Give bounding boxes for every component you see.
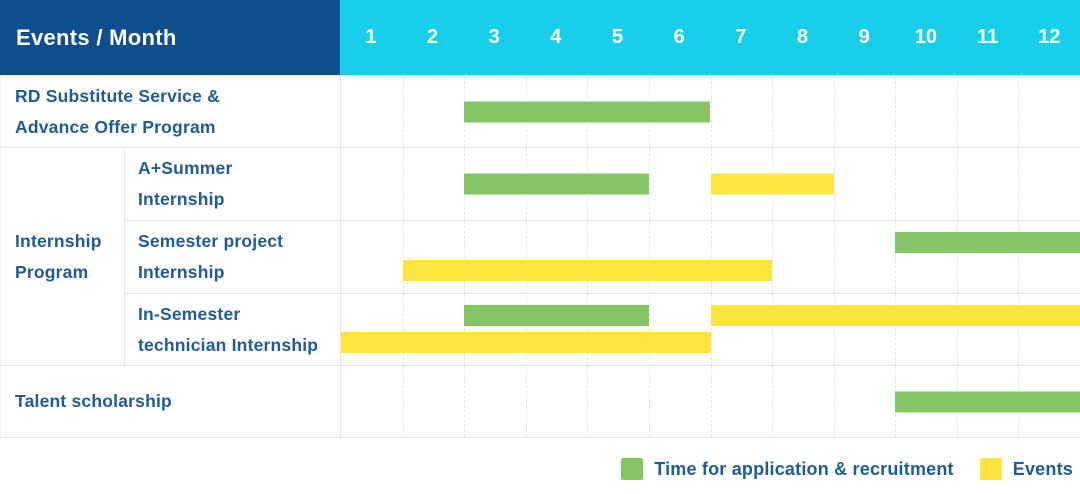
row-chart-area xyxy=(340,366,1080,437)
month-gridline xyxy=(710,76,712,147)
row-chart-area xyxy=(340,294,1080,365)
recruitment-bar xyxy=(464,173,649,195)
recruitment-bar xyxy=(464,305,649,326)
table-row: In-Semester technician Internship xyxy=(0,293,1080,365)
event-bar xyxy=(710,173,834,195)
month-gridline xyxy=(1018,294,1020,365)
row-label: RD Substitute Service & Advance Offer Pr… xyxy=(0,76,340,147)
month-gridline xyxy=(710,221,712,293)
month-gridline xyxy=(956,221,958,293)
recruitment-bar xyxy=(895,232,1080,253)
month-gridline xyxy=(464,294,466,365)
row-label: Talent scholarship xyxy=(0,366,340,437)
recruitment-bar xyxy=(464,101,711,122)
month-header-2: 2 xyxy=(426,26,439,48)
month-gridline xyxy=(648,294,650,365)
month-gridline xyxy=(895,221,897,293)
legend: Time for application & recruitment Events xyxy=(0,458,1080,480)
row-chart-area xyxy=(340,76,1080,147)
month-gridline xyxy=(587,294,589,365)
month-gridline xyxy=(710,366,712,437)
month-gridline xyxy=(772,294,774,365)
month-gridline xyxy=(525,221,527,293)
event-bar xyxy=(402,260,773,281)
event-swatch xyxy=(979,458,1002,480)
legend-label: Events xyxy=(1012,458,1073,479)
month-header-row: 1 2 3 4 5 6 7 8 9 10 11 12 xyxy=(340,0,1080,75)
month-header-8: 8 xyxy=(796,26,809,48)
month-gridline xyxy=(833,294,835,365)
event-bar xyxy=(341,332,711,353)
recruitment-swatch xyxy=(621,458,644,480)
table-row: Semester project Internship xyxy=(0,220,1080,293)
gantt-table: Events / Month 1 2 3 4 5 6 7 8 9 10 11 12 RD Substi… xyxy=(0,0,1080,438)
month-gridline xyxy=(772,76,774,147)
month-gridline xyxy=(772,366,774,437)
month-gridline xyxy=(587,366,589,437)
month-header-5: 5 xyxy=(611,26,624,48)
month-gridline xyxy=(464,221,466,293)
legend-item-recruitment: Time for application & recruitment xyxy=(621,458,954,480)
month-gridline xyxy=(956,148,958,220)
month-gridline xyxy=(895,148,897,220)
legend-item-event: Events xyxy=(979,458,1073,480)
month-gridline xyxy=(895,76,897,147)
table-row: Talent scholarship xyxy=(0,365,1080,438)
month-gridline xyxy=(648,221,650,293)
month-gridline xyxy=(833,221,835,293)
month-gridline xyxy=(402,148,404,220)
row-label: Semester project Internship xyxy=(124,221,340,293)
month-gridline xyxy=(833,76,835,147)
legend-label: Time for application & recruitment xyxy=(654,458,954,479)
month-gridline xyxy=(895,294,897,365)
header-title: Events / Month xyxy=(0,0,340,75)
row-label: In-Semester technician Internship xyxy=(124,294,340,365)
month-gridline xyxy=(1018,148,1020,220)
month-header-11: 11 xyxy=(976,26,999,48)
month-gridline xyxy=(1018,76,1020,147)
month-gridline xyxy=(648,366,650,437)
table-row: RD Substitute Service & Advance Offer Pr… xyxy=(0,75,1080,147)
row-label: A+Summer Internship xyxy=(124,148,340,220)
month-gridline xyxy=(1018,221,1020,293)
month-gridline xyxy=(956,294,958,365)
month-header-4: 4 xyxy=(550,26,562,48)
month-header-6: 6 xyxy=(673,26,685,48)
month-gridline xyxy=(648,148,650,220)
month-header-3: 3 xyxy=(488,26,500,48)
month-gridline xyxy=(833,148,835,220)
month-header-10: 10 xyxy=(914,26,937,48)
month-header-12: 12 xyxy=(1038,26,1061,48)
month-gridline xyxy=(833,366,835,437)
month-gridline xyxy=(402,294,404,365)
row-chart-area xyxy=(340,221,1080,293)
group-label-internship-program: Internship Program xyxy=(0,147,124,365)
row-chart-area xyxy=(340,148,1080,220)
month-gridline xyxy=(402,76,404,147)
month-header-1: 1 xyxy=(365,26,377,48)
table-row: A+Summer Internship xyxy=(0,147,1080,220)
month-gridline xyxy=(464,366,466,437)
month-gridline xyxy=(710,294,712,365)
month-gridline xyxy=(525,294,527,365)
month-header-7: 7 xyxy=(735,26,747,48)
month-gridline xyxy=(772,221,774,293)
month-header-9: 9 xyxy=(858,26,870,48)
month-gridline xyxy=(525,366,527,437)
month-gridline xyxy=(402,221,404,293)
month-gridline xyxy=(402,366,404,437)
month-gridline xyxy=(956,76,958,147)
recruitment-bar xyxy=(895,391,1080,412)
event-bar xyxy=(710,305,1080,326)
month-gridline xyxy=(587,221,589,293)
